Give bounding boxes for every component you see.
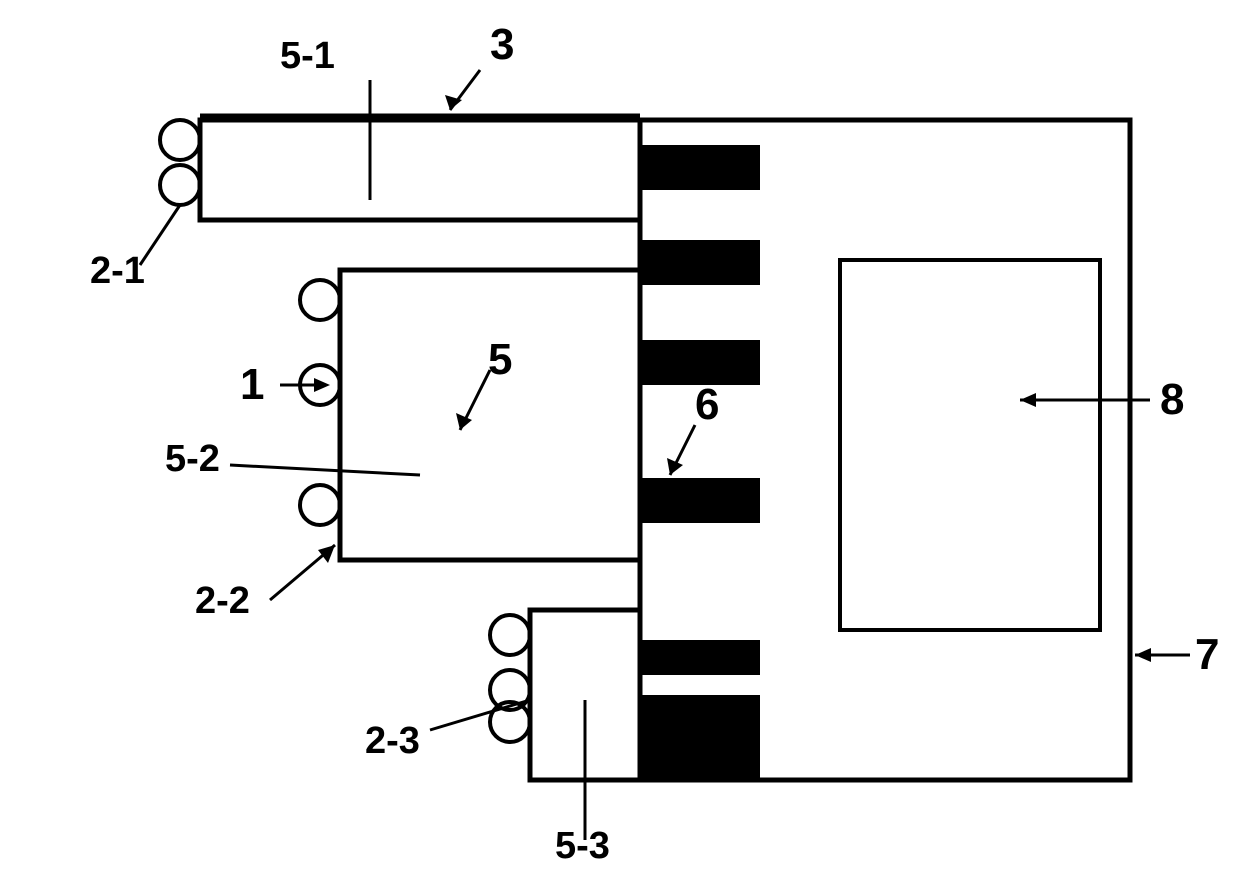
black-bar-6 <box>640 695 760 780</box>
black-bar-3 <box>640 340 760 385</box>
black-bar-5 <box>640 640 760 675</box>
rect-5-1 <box>200 120 640 220</box>
rect-8 <box>840 260 1100 630</box>
arrow-7 <box>1135 648 1151 662</box>
circle-1-a <box>300 280 340 320</box>
arrow-1 <box>314 378 330 392</box>
rect-5 <box>340 270 640 560</box>
diagram-canvas: 5-1 3 2-1 1 5 6 8 5-2 2-2 2-3 7 5-3 <box>0 0 1240 869</box>
label-5-2: 5-2 <box>165 438 220 481</box>
label-3: 3 <box>490 20 514 70</box>
leader-2-3 <box>430 700 530 730</box>
circle-1-c <box>300 485 340 525</box>
leader-2-1 <box>140 205 180 265</box>
label-2-1: 2-1 <box>90 250 145 293</box>
label-2-2: 2-2 <box>195 580 250 623</box>
label-6: 6 <box>695 380 719 430</box>
label-7: 7 <box>1195 630 1219 680</box>
circle-2-1-a <box>160 120 200 160</box>
label-5-1: 5-1 <box>280 35 335 78</box>
label-1: 1 <box>240 360 264 410</box>
black-bar-4 <box>640 478 760 523</box>
black-bar-1 <box>640 145 760 190</box>
diagram-svg <box>0 0 1240 869</box>
arrow-2-2 <box>318 545 335 563</box>
label-8: 8 <box>1160 375 1184 425</box>
circle-2-3-a <box>490 615 530 655</box>
black-bar-2 <box>640 240 760 285</box>
circle-2-1-b <box>160 165 200 205</box>
label-5-3: 5-3 <box>555 825 610 868</box>
label-2-3: 2-3 <box>365 720 420 763</box>
label-5: 5 <box>488 335 512 385</box>
